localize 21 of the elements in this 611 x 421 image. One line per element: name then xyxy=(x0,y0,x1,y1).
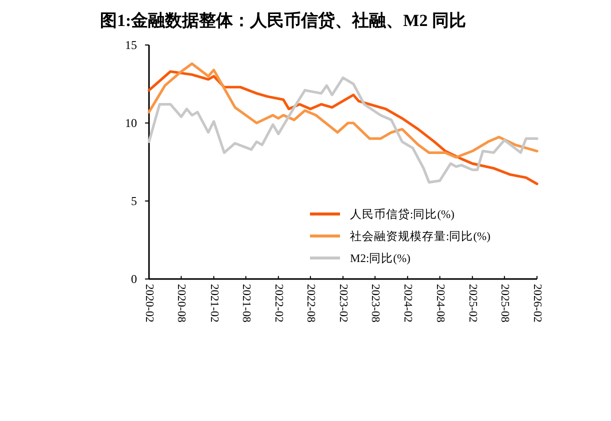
x-tick-label: 2025-02 xyxy=(466,284,478,323)
legend-label: M2:同比(%) xyxy=(350,252,411,265)
x-tick-label: 2021-02 xyxy=(208,284,220,323)
y-tick-label: 5 xyxy=(131,194,137,208)
x-tick-label: 2025-08 xyxy=(498,284,510,323)
x-tick-label: 2023-08 xyxy=(369,284,382,323)
x-tick-label: 2022-08 xyxy=(304,284,316,323)
chart-title: 图1:金融数据整体：人民币信贷、社融、M2 同比 xyxy=(100,11,466,30)
y-tick-label: 15 xyxy=(125,38,137,52)
x-tick-label: 2020-08 xyxy=(175,284,188,323)
x-tick-label: 2022-02 xyxy=(272,284,284,323)
y-tick-label: 0 xyxy=(131,272,137,286)
legend-label: 人民币信贷:同比(%) xyxy=(350,207,455,221)
legend-label: 社会融资规模存量:同比(%) xyxy=(350,230,491,243)
x-tick-label: 2026-02 xyxy=(531,284,543,323)
x-tick-label: 2023-02 xyxy=(337,284,349,323)
x-tick-label: 2021-08 xyxy=(240,284,252,323)
x-tick-label: 2024-02 xyxy=(402,284,414,323)
y-tick-label: 10 xyxy=(125,116,137,130)
x-tick-label: 2020-02 xyxy=(143,284,155,323)
x-tick-label: 2024-08 xyxy=(434,284,446,323)
